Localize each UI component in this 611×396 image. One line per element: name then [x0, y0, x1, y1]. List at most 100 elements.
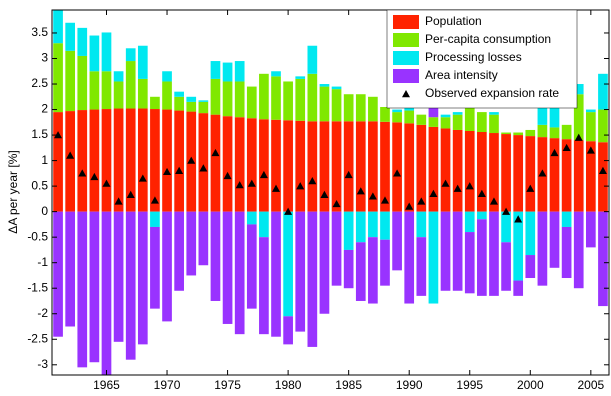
- bar-segment: [573, 84, 584, 95]
- bar-segment: [210, 61, 221, 79]
- plot-frame: [51, 9, 610, 376]
- x-tick-label: 1990: [396, 378, 423, 392]
- bar-segment: [283, 316, 293, 345]
- bar-segment: [380, 106, 390, 122]
- bar-segment: [283, 211, 293, 317]
- bar-segment: [150, 109, 160, 212]
- y-tick-label: -2.5: [27, 331, 48, 345]
- marker: [562, 143, 571, 152]
- marker: [247, 179, 256, 187]
- marker: [78, 169, 87, 177]
- bar-segment: [561, 226, 572, 279]
- bar-segment: [307, 211, 318, 347]
- bar-segment: [501, 134, 511, 212]
- marker: [598, 166, 607, 175]
- bar-segment: [307, 73, 318, 122]
- bar-segment: [489, 211, 499, 296]
- bar-segment: [440, 117, 451, 129]
- bar-segment: [137, 108, 148, 212]
- bar-segment: [392, 109, 402, 113]
- bar-segment: [392, 211, 402, 271]
- bar-segment: [89, 109, 100, 212]
- marker: [114, 197, 123, 205]
- y-tick-label: 1.5: [31, 127, 48, 141]
- bar-segment: [440, 211, 451, 291]
- bar-segment: [162, 211, 172, 322]
- bar-segment: [162, 81, 172, 110]
- x-tick-label: 1995: [456, 378, 483, 392]
- bar-segment: [259, 73, 269, 120]
- bar-segment: [295, 211, 306, 332]
- bar-segment: [501, 211, 511, 243]
- bar-segment: [234, 81, 245, 118]
- bar-segment: [549, 127, 560, 139]
- bar-segment: [234, 211, 245, 335]
- bar-segment: [283, 81, 293, 121]
- marker: [417, 197, 426, 205]
- marker: [211, 148, 220, 157]
- marker: [380, 196, 389, 204]
- bar-segment: [271, 76, 281, 120]
- y-axis-label: ΔA per year [%]: [6, 150, 20, 233]
- bar-segment: [89, 211, 100, 363]
- legend-swatch: [393, 51, 419, 65]
- y-tick-label: 0.5: [31, 178, 48, 192]
- x-tick-label: 1970: [154, 378, 181, 392]
- marker: [163, 167, 172, 176]
- bar-segment: [174, 110, 184, 212]
- bar-segment: [77, 27, 88, 56]
- legend-label: Area intensity: [425, 68, 498, 82]
- bar-segment: [331, 121, 342, 212]
- y-tick-label: -3: [37, 357, 48, 371]
- bar-segment: [222, 81, 233, 117]
- bar-segment: [464, 104, 475, 131]
- bar-segment: [452, 112, 463, 115]
- legend-label: Processing losses: [425, 50, 522, 64]
- marker: [272, 184, 281, 192]
- marker: [550, 148, 559, 157]
- marker: [320, 190, 329, 198]
- marker: [465, 182, 474, 190]
- bar-segment: [368, 96, 378, 122]
- bar-segment: [380, 211, 390, 240]
- bar-segment: [246, 224, 257, 309]
- marker: [223, 171, 232, 180]
- marker: [187, 156, 196, 164]
- bar-segment: [210, 114, 221, 212]
- bar-segment: [101, 71, 112, 110]
- bar-segment: [464, 130, 475, 212]
- bar-segment: [525, 255, 536, 279]
- marker: [526, 184, 535, 192]
- bar-segment: [331, 89, 342, 122]
- marker: [586, 146, 595, 154]
- marker: [235, 181, 244, 189]
- bar-segment: [355, 242, 366, 301]
- marker: [538, 169, 547, 177]
- bar-segment: [489, 133, 499, 212]
- bar-segment: [428, 126, 439, 212]
- bar-segment: [598, 211, 608, 307]
- bar-segment: [137, 211, 148, 345]
- bar-segment: [452, 211, 463, 291]
- bar-segment: [428, 211, 439, 304]
- bar-segment: [113, 211, 124, 342]
- bar-segment: [368, 211, 378, 238]
- bar-segment: [65, 211, 76, 327]
- bar-segment: [598, 142, 608, 212]
- bar-segment: [513, 211, 524, 281]
- bar-segment: [331, 86, 342, 90]
- bar-segment: [452, 114, 463, 130]
- bar-segment: [162, 71, 172, 82]
- bar-segment: [477, 219, 487, 296]
- x-tick-label: 2005: [577, 378, 604, 392]
- bar-segment: [380, 121, 390, 212]
- bar-segment: [65, 22, 76, 51]
- bar-segment: [113, 108, 124, 212]
- bar-segment: [585, 211, 596, 248]
- bar-segment: [77, 55, 88, 111]
- bar-segment: [150, 226, 160, 309]
- marker: [138, 174, 147, 182]
- bar-segment: [404, 211, 415, 304]
- bar-segment: [428, 117, 439, 127]
- legend-swatch: [393, 15, 419, 29]
